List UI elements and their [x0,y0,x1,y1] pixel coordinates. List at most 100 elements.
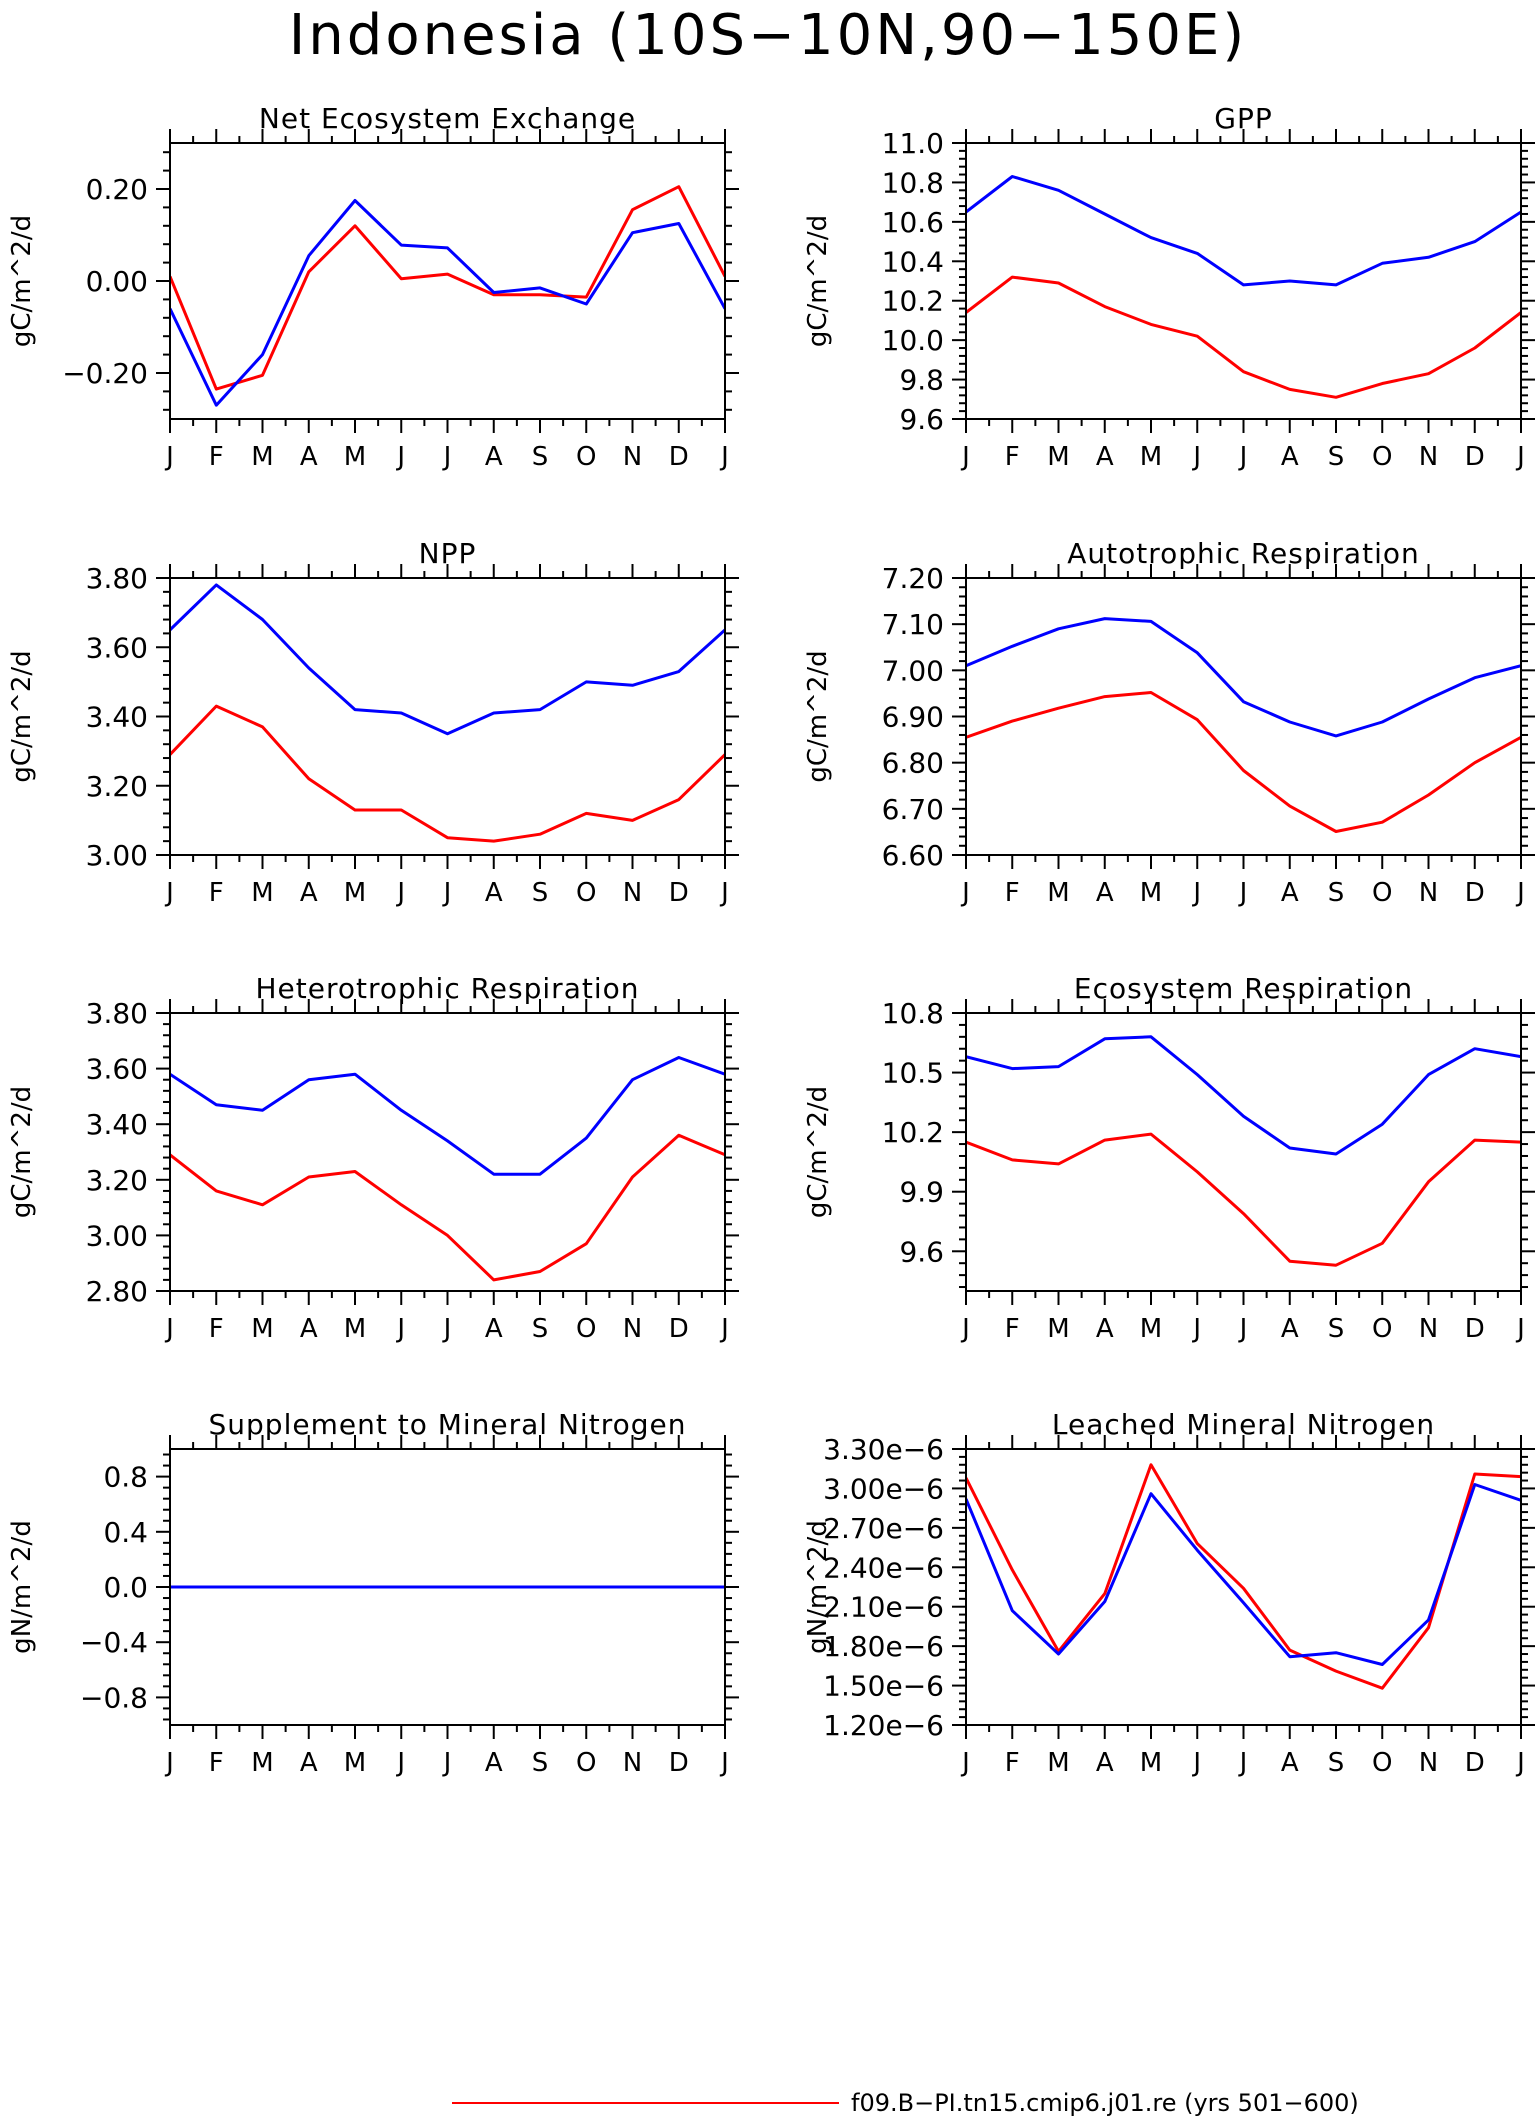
x-tick-label: J [164,442,174,472]
legend: f09.B−PI.tn15.cmip6.j01.re (yrs 501−600) [452,2089,1359,2117]
x-tick-label: J [164,878,174,908]
y-tick-label: 10.2 [882,285,944,318]
x-tick-label: S [532,1314,549,1344]
x-tick-label: O [576,442,596,472]
y-tick-label: 6.70 [882,793,944,826]
x-tick-label: M [344,442,366,472]
x-tick-label: O [1372,1314,1392,1344]
x-tick-label: A [485,878,503,908]
x-tick-label: M [1140,1748,1162,1778]
x-tick-label: S [532,878,549,908]
x-tick-label: M [251,442,273,472]
x-tick-label: J [1191,878,1201,908]
x-tick-label: M [1140,1314,1162,1344]
y-tick-label: 2.80 [86,1275,148,1308]
x-tick-label: N [1419,878,1438,908]
x-tick-label: A [1096,878,1114,908]
x-tick-label: O [1372,442,1392,472]
x-tick-label: F [209,878,224,908]
x-tick-label: A [485,442,503,472]
x-tick-label: M [1140,878,1162,908]
x-tick-label: J [1515,1748,1525,1778]
y-tick-label: 2.40e−6 [823,1551,944,1584]
x-tick-label: J [1515,1314,1525,1344]
x-tick-label: F [1005,442,1020,472]
x-tick-label: O [576,1314,596,1344]
x-tick-label: N [623,442,642,472]
x-tick-label: S [1328,1748,1345,1778]
x-tick-label: N [1419,1748,1438,1778]
series-line-blue [170,1056,725,1176]
x-tick-label: J [395,878,405,908]
x-tick-label: M [344,878,366,908]
y-tick-label: 2.70e−6 [823,1512,944,1545]
y-tick-label: 10.8 [882,166,944,199]
y-tick-label: 1.50e−6 [823,1670,944,1703]
x-tick-label: O [576,878,596,908]
x-tick-label: M [344,1748,366,1778]
x-tick-label: J [442,878,452,908]
x-tick-label: O [1372,1748,1392,1778]
x-tick-label: N [623,1748,642,1778]
x-tick-label: J [1238,878,1248,908]
x-tick-label: A [485,1314,503,1344]
y-tick-label: 9.8 [899,364,944,397]
series-line-red [170,185,725,391]
x-tick-label: J [960,878,970,908]
y-tick-label: 11.0 [882,127,944,160]
x-tick-label: J [719,1314,729,1344]
plot-frame [169,577,726,856]
plot-frame [965,577,1522,856]
x-tick-label: M [344,1314,366,1344]
x-tick-label: O [1372,878,1392,908]
series-line-red [966,1463,1521,1690]
y-tick-label: 10.6 [882,206,944,239]
plot-frame [965,1012,1522,1292]
x-tick-label: M [1047,1314,1069,1344]
y-tick-label: 9.6 [899,403,944,436]
x-tick-label: D [669,878,689,908]
y-tick-label: 3.00 [86,839,148,872]
x-tick-label: D [1465,878,1485,908]
series-line-blue [966,175,1521,287]
y-axis-label: gN/m^2/d [7,1520,37,1654]
y-axis-label: gC/m^2/d [7,1086,37,1218]
x-tick-label: J [719,442,729,472]
x-tick-label: N [623,1314,642,1344]
x-tick-label: A [1281,1748,1299,1778]
y-tick-label: 9.9 [899,1176,944,1209]
x-tick-label: D [1465,1314,1485,1344]
x-tick-label: A [485,1748,503,1778]
x-tick-label: S [532,442,549,472]
y-tick-label: 1.20e−6 [823,1709,944,1742]
y-tick-label: −0.4 [80,1626,148,1659]
x-tick-label: D [1465,442,1485,472]
x-tick-label: S [532,1748,549,1778]
x-tick-label: J [1515,442,1525,472]
y-tick-label: 3.60 [86,1053,148,1086]
x-tick-label: A [1281,878,1299,908]
x-tick-label: F [209,442,224,472]
y-tick-label: 3.30e−6 [823,1433,944,1466]
legend-label: f09.B−PI.tn15.cmip6.j01.re (yrs 501−600) [851,2089,1359,2117]
x-tick-label: J [1238,1748,1248,1778]
x-tick-label: M [251,878,273,908]
x-tick-label: J [960,442,970,472]
x-tick-label: J [1191,442,1201,472]
x-tick-label: J [442,1748,452,1778]
y-axis-label: gC/m^2/d [7,215,37,347]
x-tick-label: A [300,1314,318,1344]
y-tick-label: −0.8 [80,1681,148,1714]
y-tick-label: 10.2 [882,1116,944,1149]
x-tick-label: F [209,1748,224,1778]
y-axis-label: gC/m^2/d [803,1086,833,1218]
x-tick-label: M [251,1314,273,1344]
